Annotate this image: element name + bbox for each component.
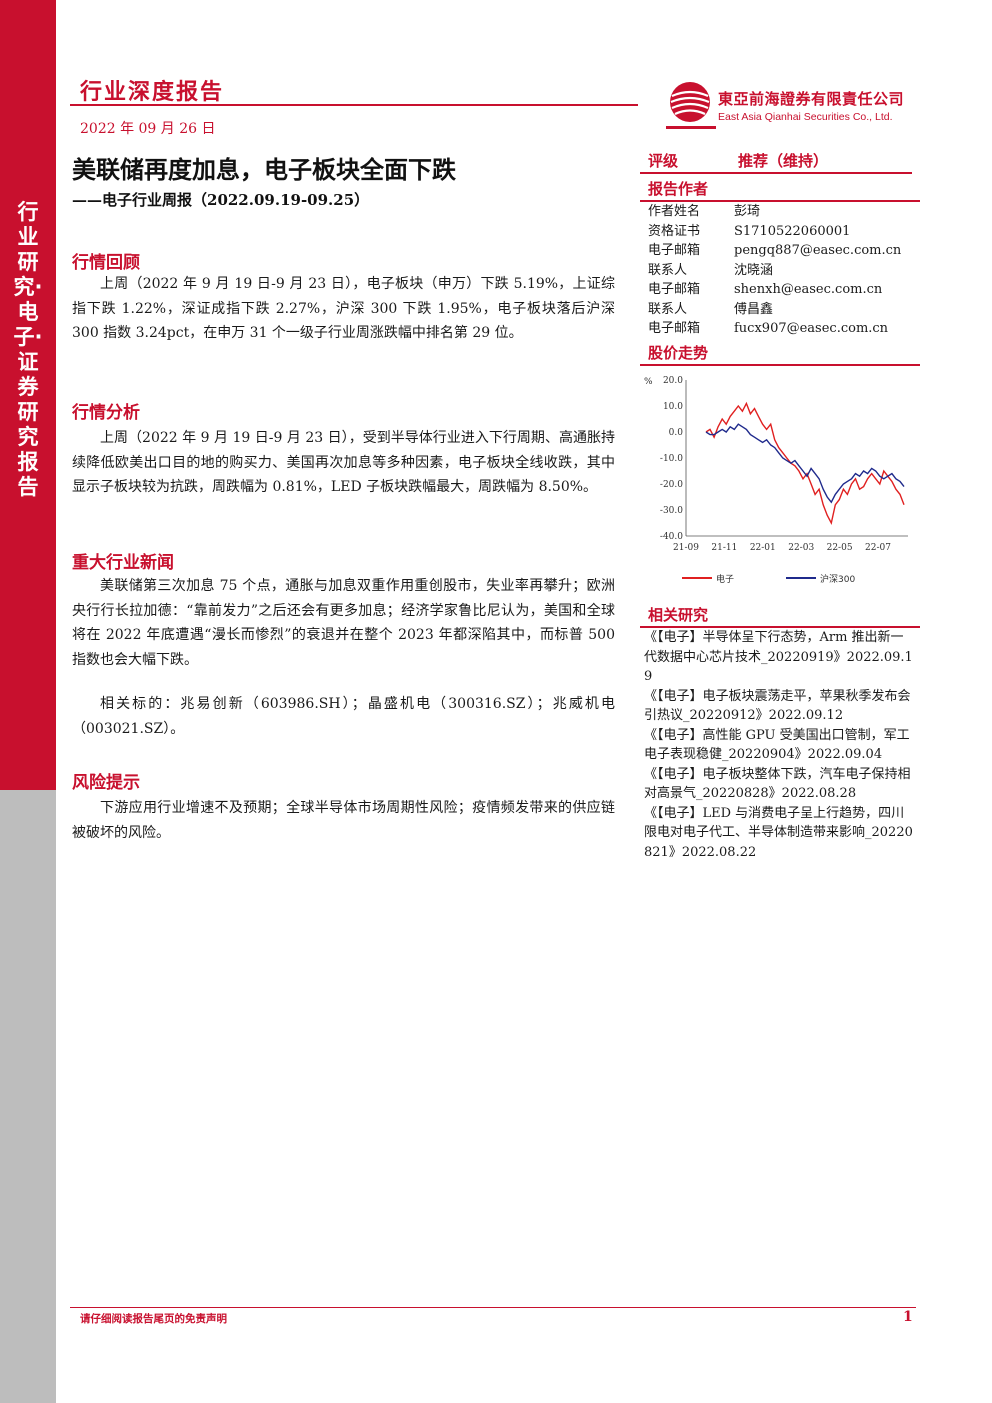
author-key: 联系人 <box>648 301 688 317</box>
section-paragraph: 下游应用行业增速不及预期；全球半导体市场周期性风险；疫情频发带来的供应链被破坏的… <box>72 800 615 841</box>
y-tick-label: 10.0 <box>663 402 683 412</box>
x-tick-label: 22-03 <box>788 543 814 553</box>
y-tick-label: -30.0 <box>660 506 683 516</box>
related-item[interactable]: 《【电子】高性能 GPU 受美国出口管制，军工电子表现稳健_20220904》2… <box>644 727 910 763</box>
author-key: 联系人 <box>648 262 688 278</box>
author-value: S1710522060001 <box>734 223 851 239</box>
company-name-cn: 東亞前海證券有限責任公司 <box>718 90 905 108</box>
related-research-list: 《【电子】半导体呈下行态势，Arm 推出新一代数据中心芯片技术_20220919… <box>644 628 914 862</box>
section-paragraph: 美联储第三次加息 75 个点，通胀与加息双重作用重创股市，失业率再攀升；欧洲央行… <box>72 578 615 668</box>
y-tick-label: -40.0 <box>660 532 683 542</box>
y-tick-label: -10.0 <box>660 454 683 464</box>
author-row: 电子邮箱 pengq887@easec.com.cn <box>648 241 901 261</box>
related-heading: 相关研究 <box>640 604 920 628</box>
rating-value: 推荐（维持） <box>738 152 829 170</box>
author-value: 傅昌鑫 <box>734 301 774 317</box>
report-subtitle: ——电子行业周报（2022.09.19-09.25） <box>72 191 370 209</box>
author-row: 电子邮箱 fucx907@easec.com.cn <box>648 319 901 339</box>
author-value: 沈晓涵 <box>734 262 774 278</box>
price-trend-chart: % 20.0 10.0 0.0 -10.0 -20.0 -30.0 -40.021-09 21-… <box>644 376 908 585</box>
report-title: 美联储再度加息，电子板块全面下跌 <box>72 156 456 184</box>
y-unit-label: % <box>644 377 653 387</box>
author-row: 联系人 傅昌鑫 <box>648 300 901 320</box>
footer-disclaimer: 请仔细阅读报告尾页的免责声明 <box>80 1313 227 1325</box>
author-value: fucx907@easec.com.cn <box>734 321 889 336</box>
section-paragraph: 相关标的：兆易创新（603986.SH）；晶盛机电（300316.SZ）；兆威机… <box>72 696 615 737</box>
related-item[interactable]: 《【电子】电子板块震荡走平，苹果秋季发布会引热议_20220912》2022.0… <box>644 688 911 724</box>
header-rule <box>70 104 638 106</box>
section-paragraph: 上周（2022 年 9 月 19 日-9 月 23 日），受到半导体行业进入下行… <box>72 430 615 495</box>
x-tick-label: 22-07 <box>865 543 891 553</box>
section-heading-news: 重大行业新闻 <box>72 553 174 573</box>
x-tick-label: 22-01 <box>750 543 776 553</box>
author-row: 电子邮箱 shenxh@easec.com.cn <box>648 280 901 300</box>
authors-heading: 报告作者 <box>640 178 920 202</box>
rating-label: 评级 <box>648 152 679 170</box>
page-number: 1 <box>903 1309 913 1325</box>
author-key: 作者姓名 <box>648 204 701 219</box>
rating-row: 评级 推荐（维持） <box>640 150 912 174</box>
company-logo-icon <box>666 82 716 129</box>
series-line-csi300 <box>705 423 905 504</box>
author-row: 联系人 沈晓涵 <box>648 261 901 281</box>
section-heading-analysis: 行情分析 <box>72 403 140 423</box>
y-tick-label: 0.0 <box>669 428 684 438</box>
authors-table: 作者姓名 彭琦 资格证书 S1710522060001 电子邮箱 pengq887@e… <box>648 202 901 339</box>
author-key: 电子邮箱 <box>648 282 701 297</box>
author-key: 电子邮箱 <box>648 321 701 336</box>
author-value: 彭琦 <box>734 204 761 219</box>
report-type: 行业深度报告 <box>80 80 225 105</box>
related-item[interactable]: 《【电子】半导体呈下行态势，Arm 推出新一代数据中心芯片技术_20220919… <box>644 630 913 684</box>
series-line-electronics <box>705 401 905 526</box>
x-tick-label: 21-11 <box>711 543 737 553</box>
footer-rule <box>70 1307 916 1308</box>
related-item[interactable]: 《【电子】电子板块整体下跌，汽车电子保持相对高景气_20220828》2022.… <box>644 766 911 802</box>
related-item[interactable]: 《【电子】LED 与消费电子呈上行趋势，四川限电对电子代工、半导体制造带来影响_… <box>644 805 913 860</box>
author-row: 作者姓名 彭琦 <box>648 202 901 222</box>
section-heading-risk: 风险提示 <box>72 773 140 793</box>
sidebar-label: 行业研究·电子·证券研究报告 <box>13 200 43 499</box>
y-tick-label: 20.0 <box>663 376 683 386</box>
chart-heading: 股价走势 <box>640 342 920 366</box>
section-paragraph: 上周（2022 年 9 月 19 日-9 月 23 日），电子板块（申万）下跌 … <box>72 276 615 341</box>
author-key: 电子邮箱 <box>648 243 701 258</box>
report-date: 2022 年 09 月 26 日 <box>80 121 216 137</box>
y-tick-label: -20.0 <box>660 480 683 490</box>
section-heading-review: 行情回顾 <box>72 253 140 273</box>
legend-label: 电子 <box>716 573 734 585</box>
legend-label: 沪深300 <box>820 573 855 585</box>
author-value: shenxh@easec.com.cn <box>734 282 883 297</box>
sidebar-band-lower <box>0 790 56 1403</box>
company-name-en: East Asia Qianhai Securities Co., Ltd. <box>718 111 893 123</box>
author-row: 资格证书 S1710522060001 <box>648 222 901 242</box>
sidebar-band: 行业研究·电子·证券研究报告 <box>0 0 56 790</box>
x-tick-label: 22-05 <box>827 543 853 553</box>
x-tick-label: 21-09 <box>673 543 699 553</box>
author-key: 资格证书 <box>648 223 701 239</box>
author-value: pengq887@easec.com.cn <box>734 243 902 258</box>
